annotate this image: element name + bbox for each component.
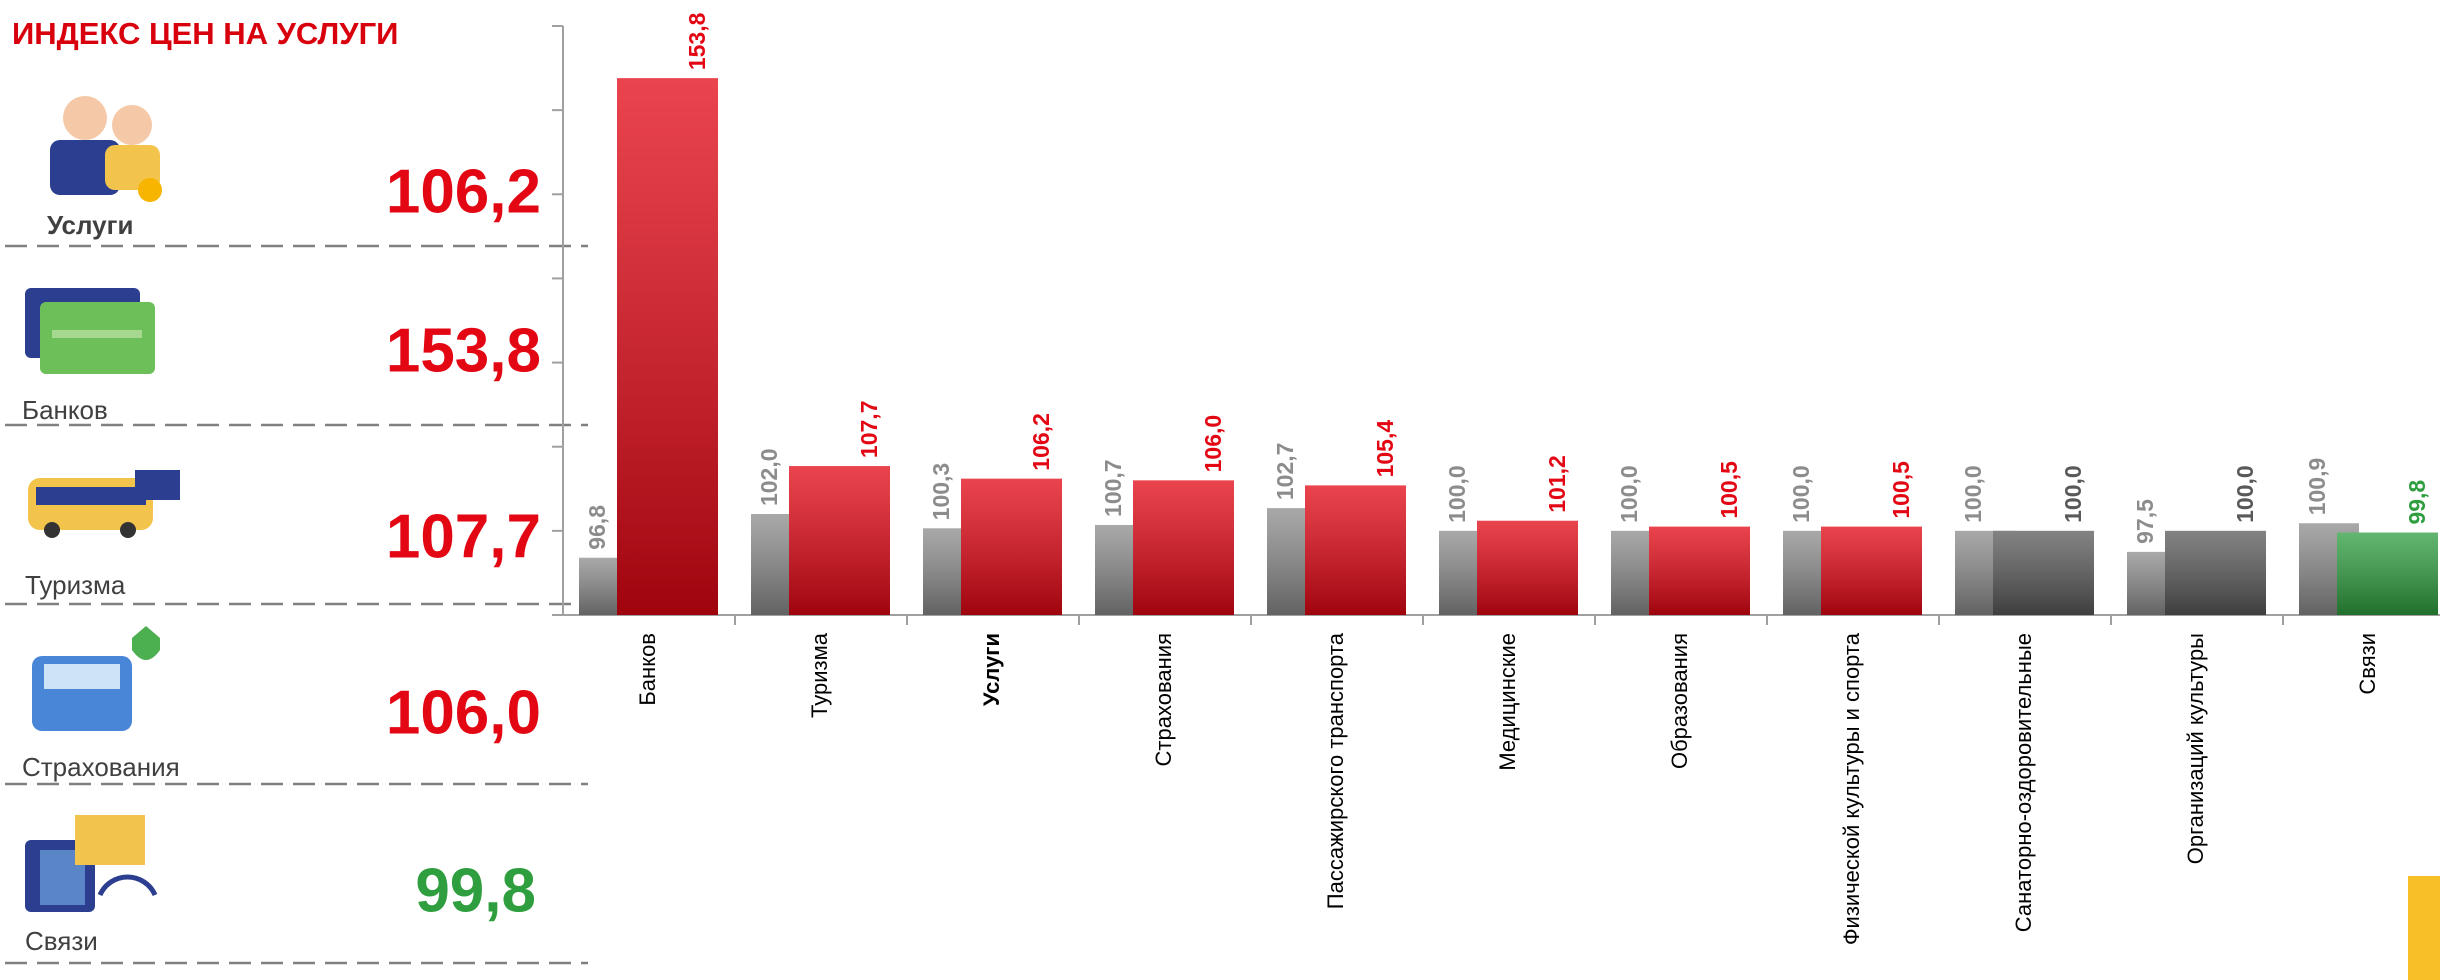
x-tick-label: Страхования: [1151, 633, 1176, 766]
bar-shade: [961, 478, 1062, 615]
summary-value: 106,0: [386, 678, 541, 747]
value-label: 100,3: [928, 463, 954, 521]
value-label: 107,7: [856, 401, 882, 459]
plot: 96,8 153,8 Банков 102,0 107,7 Туризма 100,3 106…: [552, 12, 2440, 945]
bar-shade: [2165, 530, 2266, 615]
icon-phone: [25, 815, 158, 912]
x-tick-label: Медицинские: [1495, 633, 1520, 771]
value-label: 105,4: [1372, 420, 1398, 478]
bar-shade: [2337, 532, 2438, 615]
x-tick-label: Санаторно-оздоровительные: [2011, 633, 2036, 932]
x-tick-label: Образования: [1667, 633, 1692, 769]
summary-name: Связи: [25, 926, 98, 956]
value-label: 102,7: [1272, 443, 1298, 501]
value-label: 101,2: [1544, 455, 1570, 513]
value-label: 100,5: [1888, 461, 1914, 519]
summary-name: Услуги: [47, 210, 133, 240]
value-label: 100,0: [1616, 465, 1642, 523]
value-label: 96,8: [584, 505, 610, 550]
value-label: 102,0: [756, 448, 782, 506]
x-tick-label: Пассажирского транспорта: [1323, 632, 1348, 909]
value-label: 100,0: [1788, 465, 1814, 523]
summary-name: Страхования: [22, 752, 180, 782]
value-label: 100,5: [1716, 461, 1742, 519]
value-label: 100,0: [1444, 465, 1470, 523]
bar-shade: [1133, 480, 1234, 615]
x-tick-label: Банков: [635, 633, 660, 706]
x-tick-label: Организаций культуры: [2183, 633, 2208, 864]
value-label: 153,8: [684, 12, 710, 70]
summary-value: 107,7: [386, 502, 541, 571]
bar-shade: [617, 78, 718, 615]
value-label: 100,0: [1960, 465, 1986, 523]
x-tick-label: Туризма: [807, 632, 832, 718]
summary-value: 99,8: [415, 856, 536, 925]
bar-shade: [1305, 485, 1406, 615]
value-label: 106,0: [1200, 415, 1226, 473]
value-label: 97,5: [2132, 499, 2158, 544]
icon-bus: [28, 470, 180, 538]
value-label: 100,0: [2060, 465, 2086, 523]
bar-shade: [789, 466, 890, 615]
value-label: 100,0: [2232, 465, 2258, 523]
chart-title: ИНДЕКС ЦЕН НА УСЛУГИ: [12, 16, 398, 51]
bar-shade: [1821, 526, 1922, 615]
summary-name: Туризма: [25, 570, 126, 600]
icon-services: [50, 96, 162, 202]
summary-name: Банков: [22, 395, 108, 425]
value-label: 100,9: [2304, 458, 2330, 516]
bar-shade: [1649, 526, 1750, 615]
value-label: 106,2: [1028, 413, 1054, 471]
bar-shade: [1993, 530, 2094, 615]
value-label: 99,8: [2404, 480, 2430, 525]
summary-value: 106,2: [386, 157, 541, 226]
value-label: 100,7: [1100, 459, 1126, 517]
x-tick-label: Связи: [2355, 633, 2380, 695]
corner-tab: [2408, 876, 2440, 980]
bar-shade: [1477, 520, 1578, 615]
x-tick-label: Физической культуры и спорта: [1839, 632, 1864, 945]
icon-cards: [25, 288, 155, 374]
summary-value: 153,8: [386, 316, 541, 385]
x-tick-label: Услуги: [979, 633, 1004, 706]
icon-car: [32, 626, 160, 731]
